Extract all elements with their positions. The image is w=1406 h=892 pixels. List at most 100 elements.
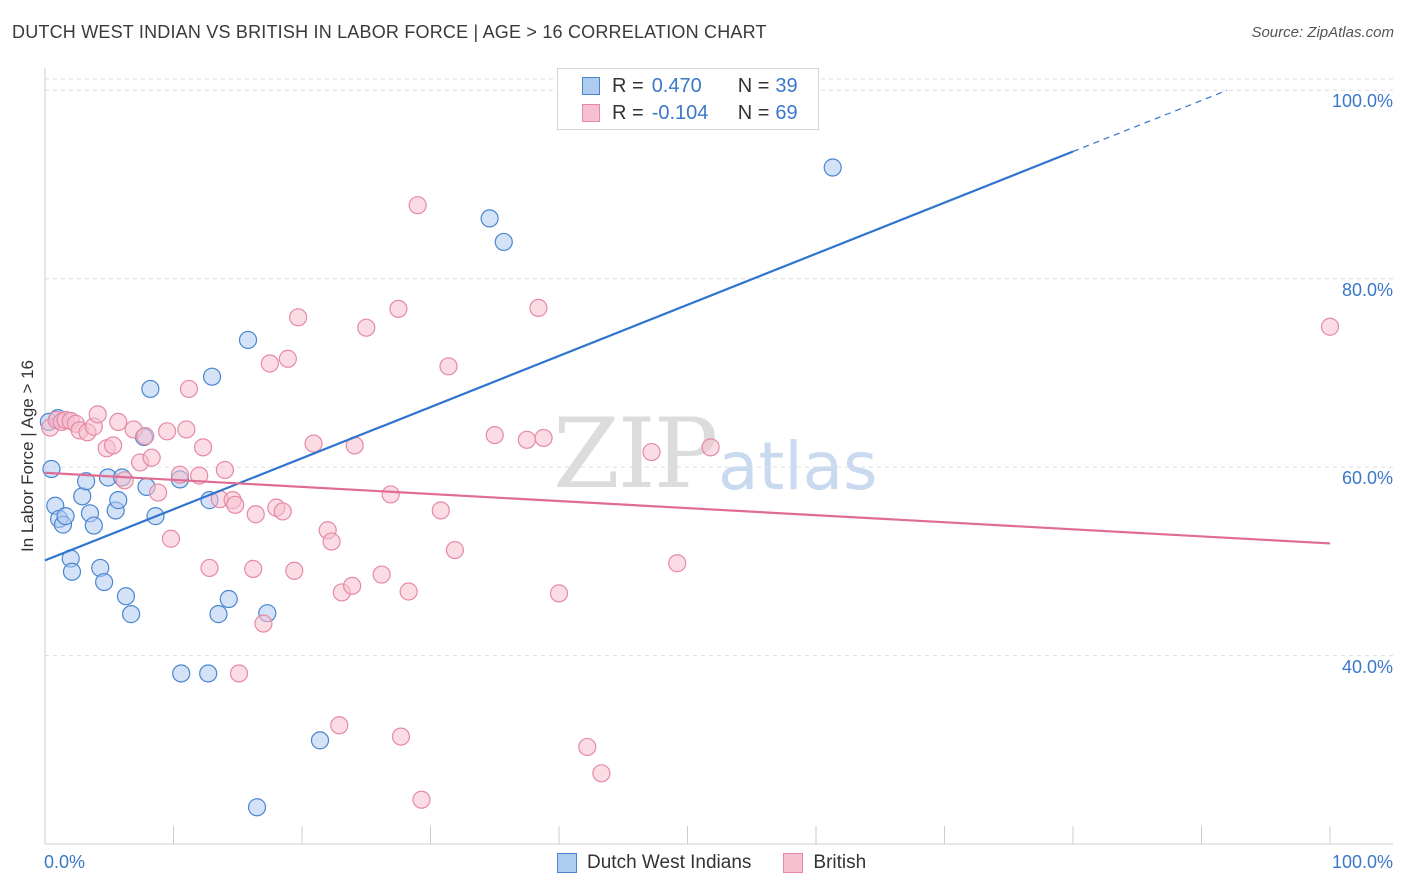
source-label: Source: ZipAtlas.com (1251, 24, 1394, 41)
legend-row-dutch-west-indians: R = 0.470 N = 39 (582, 74, 798, 98)
series-swatch-pink (783, 853, 804, 873)
british-point (157, 422, 177, 441)
legend-r-value: 0.470 (651, 74, 702, 97)
legend-n-label: N = (737, 101, 770, 124)
dutch-west-indian-point (116, 587, 136, 606)
british-point (254, 614, 273, 633)
legend-r-value: -0.104 (651, 101, 709, 124)
british-point (701, 438, 720, 457)
watermark-zip: ZIP (553, 398, 718, 510)
dutch-west-indian-point (238, 330, 258, 350)
chart-title: DUTCH WEST INDIAN VS BRITISH IN LABOR FO… (12, 22, 767, 42)
british-point (372, 565, 391, 584)
british-point (148, 483, 168, 502)
dutch-west-indian-point (494, 232, 513, 252)
british-point (285, 561, 304, 580)
british-point (244, 559, 263, 578)
british-point (357, 318, 376, 337)
dutch-west-indian-trend-line (44, 150, 1074, 562)
british-point (142, 448, 161, 467)
british-point (517, 430, 536, 449)
dutch-west-indian-point (73, 487, 92, 506)
british-point (445, 540, 465, 560)
british-point (668, 554, 687, 573)
british-point (193, 438, 213, 457)
british-point (642, 442, 661, 462)
british-point (578, 737, 597, 757)
british-point (343, 576, 362, 595)
series-legend-label: Dutch West Indians (587, 852, 752, 873)
series-legend-label: British (813, 852, 867, 873)
correlation-legend: R = 0.470 N = 39 R = -0.104 N = 69 (557, 68, 819, 130)
british-point (229, 664, 249, 683)
british-point (381, 485, 400, 504)
british-point (304, 434, 323, 453)
x-axis-min-label: 0.0% (44, 852, 86, 872)
dutch-west-indian-point (77, 472, 96, 491)
british-point (226, 495, 245, 514)
british-point (104, 436, 123, 455)
british-point (534, 428, 553, 448)
british-point (439, 357, 458, 376)
legend-n-value: 69 (775, 101, 798, 124)
dutch-west-indian-point (84, 516, 103, 535)
british-point (1320, 317, 1340, 336)
series-legend: Dutch West Indians British (557, 852, 898, 874)
series-legend-british: British (783, 852, 866, 874)
dutch-west-indian-point (121, 605, 141, 624)
dutch-west-indian-point (219, 589, 238, 609)
dutch-west-indian-point (109, 491, 128, 510)
british-point (273, 502, 292, 521)
british-point (289, 308, 308, 327)
british-point (431, 501, 450, 520)
british-point (389, 299, 408, 318)
british-point (88, 405, 107, 424)
dutch-west-indian-trend-line-extension (1072, 89, 1228, 153)
british-point (408, 196, 427, 215)
dutch-west-indian-point (172, 664, 191, 683)
british-point (246, 505, 265, 524)
british-point (322, 532, 341, 551)
dutch-west-indian-point (480, 209, 499, 228)
dutch-west-indian-point (141, 379, 160, 399)
british-point (278, 349, 297, 368)
legend-r-label: R = (612, 74, 644, 97)
y-tick-label: 100.0% (1331, 91, 1393, 112)
y-tick-label: 60.0% (1341, 468, 1393, 489)
british-point (200, 558, 219, 578)
british-point (136, 426, 155, 446)
dutch-west-indian-point (199, 664, 218, 683)
british-point (190, 466, 209, 485)
british-point (485, 425, 504, 445)
series-swatch-blue (557, 853, 577, 873)
british-point (529, 298, 548, 318)
british-point (109, 412, 128, 432)
legend-row-british: R = -0.104 N = 69 (582, 101, 798, 125)
british-point (330, 716, 349, 735)
british-trend-line (44, 471, 1331, 545)
x-axis-max-label: 100.0% (1331, 852, 1393, 872)
dutch-west-indian-point (56, 507, 75, 526)
british-point (412, 790, 431, 809)
british-point (549, 584, 569, 603)
british-point (391, 727, 411, 746)
series-legend-dutch-west-indians: Dutch West Indians (557, 852, 751, 874)
y-tick-label: 40.0% (1341, 656, 1393, 677)
dutch-west-indian-point (209, 605, 228, 624)
dutch-west-indian-point (310, 731, 330, 750)
y-tick-label: 80.0% (1341, 279, 1393, 300)
british-point (399, 582, 418, 601)
legend-n-label: N = (737, 74, 770, 97)
british-point (215, 460, 234, 480)
legend-n-value: 39 (775, 74, 798, 97)
british-point (177, 420, 196, 439)
legend-r-label: R = (612, 101, 644, 124)
british-point (161, 529, 181, 548)
british-point (592, 764, 611, 783)
legend-swatch-pink (582, 104, 600, 122)
dutch-west-indian-point (247, 798, 267, 817)
dutch-west-indian-point (62, 562, 82, 581)
british-point (179, 379, 199, 399)
legend-swatch-blue (582, 77, 600, 95)
